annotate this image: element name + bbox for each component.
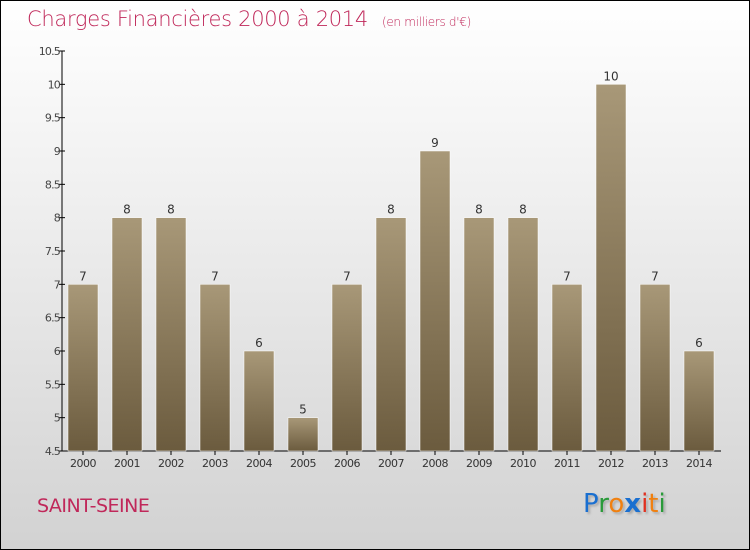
x-tick-label: 2003: [202, 457, 228, 470]
x-tick-label: 2000: [70, 457, 96, 470]
unit-label: (en milliers d'€): [381, 15, 471, 29]
x-tick-label: 2011: [554, 457, 580, 470]
x-tick-label: 2008: [422, 457, 448, 470]
x-tick-label: 2012: [598, 457, 624, 470]
data-label: 8: [123, 203, 131, 217]
x-tick-label: 2004: [246, 457, 272, 470]
y-tick-label: 7: [54, 278, 61, 291]
bar-2002: [155, 217, 187, 452]
data-label: 8: [475, 203, 483, 217]
proxiti-logo: Proxiti: [583, 489, 666, 519]
chart-title: Charges Financières 2000 à 2014 (en milli…: [27, 7, 471, 31]
bar-2008: [419, 150, 451, 452]
city-name: SAINT-SEINE: [37, 495, 150, 517]
data-label: 7: [651, 269, 659, 283]
data-label: 6: [695, 336, 703, 350]
data-label: 9: [431, 136, 439, 150]
bar-2012: [595, 84, 627, 452]
data-label: 8: [167, 203, 175, 217]
title-text: Charges Financières 2000 à 2014: [27, 7, 368, 31]
bar-2000: [67, 284, 99, 452]
data-label: 7: [211, 269, 219, 283]
data-label: 6: [255, 336, 263, 350]
bar-2010: [507, 217, 539, 452]
x-tick-label: 2005: [290, 457, 316, 470]
x-tick-label: 2001: [114, 457, 140, 470]
bar-2006: [331, 284, 363, 452]
y-tick-label: 5: [54, 412, 61, 425]
data-label: 10: [603, 69, 618, 83]
bar-2014: [683, 350, 715, 452]
y-tick-label: 8.5: [45, 178, 61, 191]
bar-2013: [639, 284, 671, 452]
bar-2011: [551, 284, 583, 452]
x-tick-label: 2010: [510, 457, 536, 470]
y-tick-label: 8: [54, 212, 61, 225]
bar-2004: [243, 350, 275, 452]
data-label: 8: [519, 203, 527, 217]
y-tick-label: 10.5: [39, 45, 61, 58]
y-tick-label: 4.5: [45, 445, 61, 458]
y-tick-label: 10: [48, 78, 61, 91]
bar-2005: [287, 417, 319, 452]
data-label: 8: [387, 203, 395, 217]
x-tick-label: 2013: [642, 457, 668, 470]
data-label: 7: [79, 269, 87, 283]
y-tick-label: 9: [54, 145, 61, 158]
bar-2003: [199, 284, 231, 452]
y-tick-label: 6.5: [45, 312, 61, 325]
x-tick-label: 2007: [378, 457, 404, 470]
x-tick-label: 2014: [686, 457, 712, 470]
x-tick-label: 2006: [334, 457, 360, 470]
y-tick-label: 5.5: [45, 378, 61, 391]
y-tick-label: 9.5: [45, 112, 61, 125]
y-tick-label: 6: [54, 345, 61, 358]
data-label: 5: [299, 403, 307, 417]
x-tick-label: 2002: [158, 457, 184, 470]
bar-2009: [463, 217, 495, 452]
y-tick-label: 7.5: [45, 245, 61, 258]
bar-2007: [375, 217, 407, 452]
data-label: 7: [563, 269, 571, 283]
x-tick-label: 2009: [466, 457, 492, 470]
data-label: 7: [343, 269, 351, 283]
bar-2001: [111, 217, 143, 452]
